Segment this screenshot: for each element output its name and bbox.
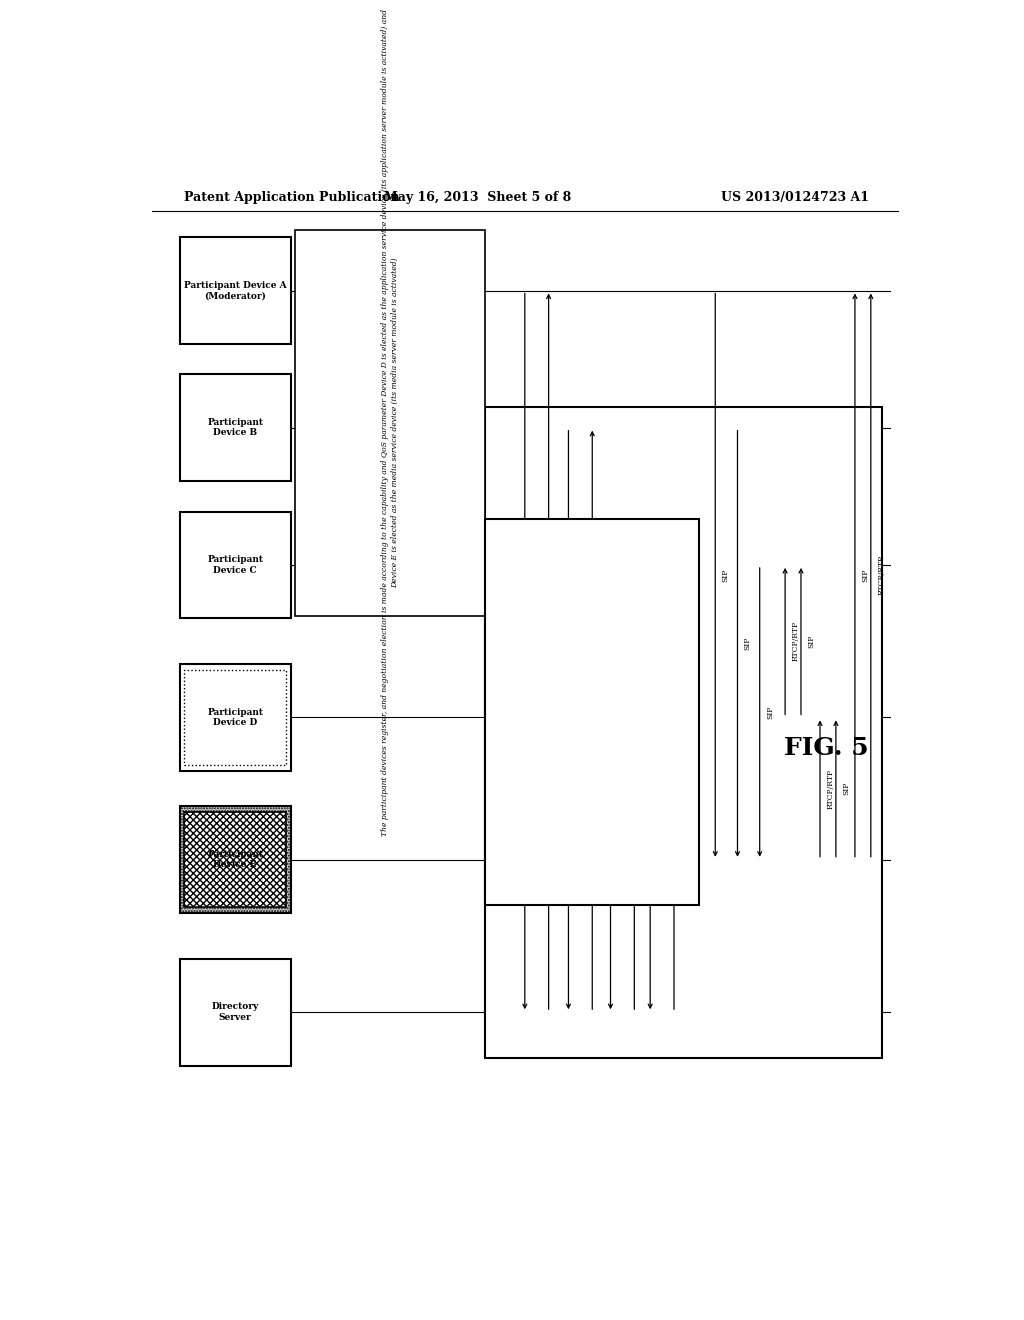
Text: SIP:OK: SIP:OK [555,638,563,665]
Text: Participant Device A
(Moderator): Participant Device A (Moderator) [184,281,287,300]
Text: RTCP/RTP: RTCP/RTP [792,622,800,661]
Bar [179,664,291,771]
Text: SIP:REGISTER: SIP:REGISTER [656,836,665,894]
Bar [485,408,882,1057]
Bar [184,812,286,907]
Text: Participant
Device D: Participant Device D [207,708,263,727]
Text: SIP:OK: SIP:OK [599,706,606,734]
Bar [179,238,291,345]
Text: SIP: SIP [766,706,774,719]
Text: Directory
Server: Directory Server [212,1002,259,1022]
Text: SIP:OK: SIP:OK [680,851,688,879]
Text: Participant
Device B: Participant Device B [207,418,263,437]
Text: RTCP/RTP: RTCP/RTP [878,556,885,595]
Text: Patent Application Publication: Patent Application Publication [183,190,399,203]
Text: Participant
Device E: Participant Device E [207,850,263,870]
Text: SIP:REGISTER: SIP:REGISTER [531,623,540,680]
Text: FIG. 5: FIG. 5 [784,737,868,760]
Bar [179,512,291,618]
Text: SIP:REGISTER: SIP:REGISTER [616,760,625,817]
Text: SIP: SIP [807,635,815,648]
Bar [179,807,291,913]
Text: The participant devices register, and negotiation election is made according to : The participant devices register, and ne… [381,9,398,836]
Bar [179,958,291,1065]
Text: May 16, 2013  Sheet 5 of 8: May 16, 2013 Sheet 5 of 8 [384,190,570,203]
Text: US 2013/0124723 A1: US 2013/0124723 A1 [721,190,868,203]
Text: SIP:REGISTER: SIP:REGISTER [574,692,583,748]
Bar [485,519,699,906]
Text: SIP:OK: SIP:OK [641,775,648,803]
Text: IP multimedia session with specific service logic: IP multimedia session with specific serv… [679,622,688,843]
Text: SIP: SIP [861,569,869,582]
Text: SIP: SIP [842,781,850,795]
Text: Participant
Device C: Participant Device C [207,556,263,574]
Bar [295,230,485,615]
Text: SIP: SIP [743,638,752,651]
Bar [179,375,291,480]
Text: RTCP/RTP: RTCP/RTP [826,768,835,809]
Bar [184,671,286,764]
Text: SIP: SIP [722,569,730,582]
